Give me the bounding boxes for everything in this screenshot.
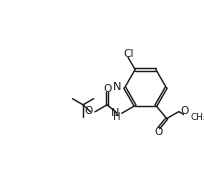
Text: Cl: Cl: [122, 49, 133, 59]
Text: O: O: [84, 106, 92, 116]
Text: O: O: [102, 84, 111, 94]
Text: N: N: [113, 82, 121, 92]
Text: N: N: [110, 108, 119, 117]
Text: H: H: [113, 112, 120, 122]
Text: CH₃: CH₃: [190, 112, 204, 122]
Text: O: O: [180, 106, 188, 116]
Text: O: O: [153, 127, 162, 137]
